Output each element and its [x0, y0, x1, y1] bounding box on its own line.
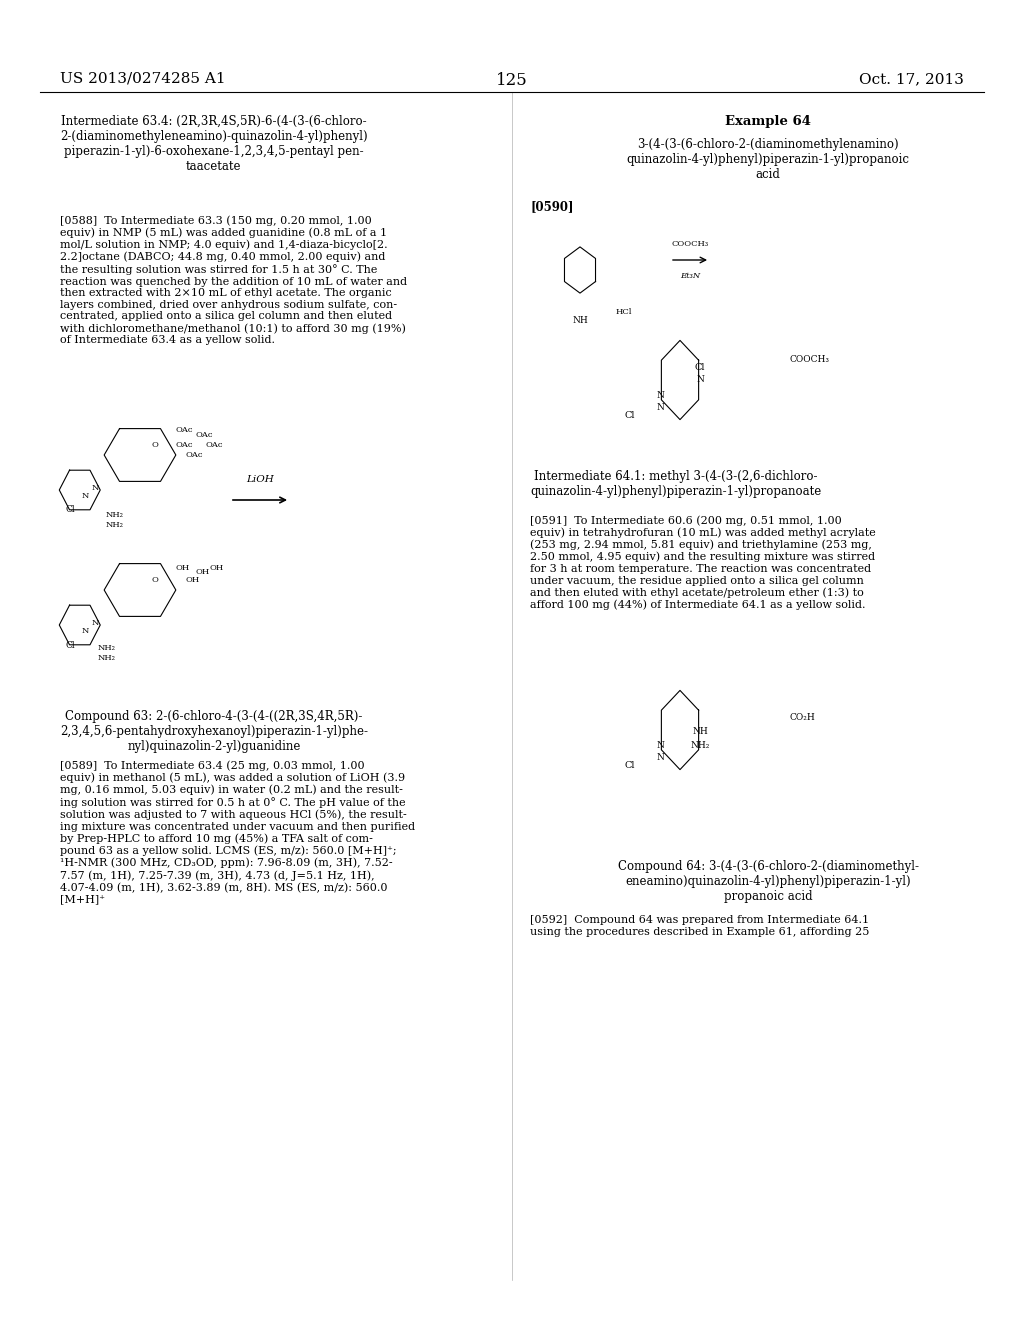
- Text: 3-(4-(3-(6-chloro-2-(diaminomethylenamino)
quinazolin-4-yl)phenyl)piperazin-1-yl: 3-(4-(3-(6-chloro-2-(diaminomethylenamin…: [627, 139, 909, 181]
- Text: COOCH₃: COOCH₃: [672, 240, 709, 248]
- Text: OAc: OAc: [205, 441, 222, 449]
- Text: N: N: [656, 741, 664, 750]
- Text: Cl: Cl: [66, 640, 75, 649]
- Text: US 2013/0274285 A1: US 2013/0274285 A1: [60, 73, 225, 86]
- Text: NH₂: NH₂: [106, 511, 124, 519]
- Text: N: N: [656, 754, 664, 763]
- Text: Et₃N: Et₃N: [680, 272, 700, 280]
- Text: Intermediate 64.1: methyl 3-(4-(3-(2,6-dichloro-
quinazolin-4-yl)phenyl)piperazi: Intermediate 64.1: methyl 3-(4-(3-(2,6-d…: [530, 470, 821, 498]
- Text: OH: OH: [210, 564, 224, 572]
- Text: [0590]: [0590]: [530, 201, 573, 213]
- Text: Compound 63: 2-(6-chloro-4-(3-(4-((2R,3S,4R,5R)-
2,3,4,5,6-pentahydroxyhexanoyl): Compound 63: 2-(6-chloro-4-(3-(4-((2R,3S…: [60, 710, 368, 752]
- Text: N: N: [696, 375, 703, 384]
- Text: OH: OH: [195, 568, 209, 576]
- Text: Cl: Cl: [66, 506, 75, 515]
- Text: NH₂: NH₂: [106, 521, 124, 529]
- Text: [0591]  To Intermediate 60.6 (200 mg, 0.51 mmol, 1.00
equiv) in tetrahydrofuran : [0591] To Intermediate 60.6 (200 mg, 0.5…: [530, 515, 876, 610]
- Text: Intermediate 63.4: (2R,3R,4S,5R)-6-(4-(3-(6-chloro-
2-(diaminomethyleneamino)-qu: Intermediate 63.4: (2R,3R,4S,5R)-6-(4-(3…: [60, 115, 368, 173]
- Text: OH: OH: [175, 564, 189, 572]
- Text: 125: 125: [496, 73, 528, 88]
- Text: O: O: [152, 576, 159, 583]
- Text: Cl: Cl: [625, 760, 635, 770]
- Text: [0589]  To Intermediate 63.4 (25 mg, 0.03 mmol, 1.00
equiv) in methanol (5 mL), : [0589] To Intermediate 63.4 (25 mg, 0.03…: [60, 760, 415, 904]
- Text: [0588]  To Intermediate 63.3 (150 mg, 0.20 mmol, 1.00
equiv) in NMP (5 mL) was a: [0588] To Intermediate 63.3 (150 mg, 0.2…: [60, 215, 408, 346]
- Text: OAc: OAc: [175, 441, 193, 449]
- Text: NH₂: NH₂: [98, 644, 116, 652]
- Text: N: N: [81, 627, 89, 635]
- Text: NH: NH: [572, 315, 588, 325]
- Text: O: O: [152, 441, 159, 449]
- Text: N: N: [81, 492, 89, 500]
- Text: N: N: [656, 404, 664, 412]
- Text: Cl: Cl: [694, 363, 706, 372]
- Text: [0592]  Compound 64 was prepared from Intermediate 64.1
using the procedures des: [0592] Compound 64 was prepared from Int…: [530, 915, 869, 937]
- Text: NH: NH: [692, 727, 708, 737]
- Text: Example 64: Example 64: [725, 115, 811, 128]
- Text: OH: OH: [185, 576, 200, 583]
- Text: N: N: [91, 619, 98, 627]
- Text: N: N: [91, 484, 98, 492]
- Text: Cl: Cl: [625, 411, 635, 420]
- Text: OAc: OAc: [195, 432, 213, 440]
- Text: CO₂H: CO₂H: [790, 714, 816, 722]
- Text: Compound 64: 3-(4-(3-(6-chloro-2-(diaminomethyl-
eneamino)quinazolin-4-yl)phenyl: Compound 64: 3-(4-(3-(6-chloro-2-(diamin…: [617, 861, 919, 903]
- Text: N: N: [656, 391, 664, 400]
- Text: OAc: OAc: [185, 451, 203, 459]
- Text: Oct. 17, 2013: Oct. 17, 2013: [859, 73, 964, 86]
- Text: OAc: OAc: [175, 426, 193, 434]
- Text: LiOH: LiOH: [246, 475, 273, 484]
- Text: NH₂: NH₂: [98, 653, 116, 663]
- Text: NH₂: NH₂: [690, 741, 710, 750]
- Text: HCl: HCl: [615, 309, 633, 317]
- Text: COOCH₃: COOCH₃: [790, 355, 830, 364]
